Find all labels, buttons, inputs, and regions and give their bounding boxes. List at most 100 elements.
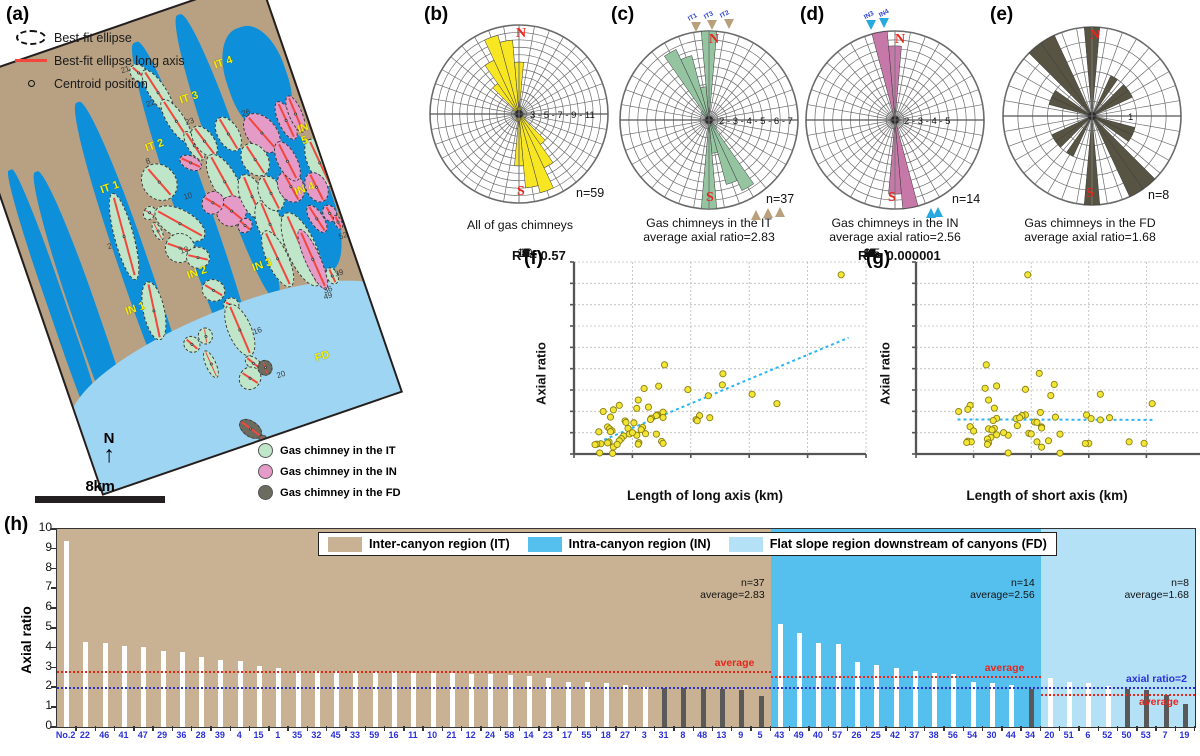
bar (642, 687, 648, 727)
dashed-ellipse-icon (16, 30, 46, 45)
y-tick-label: 3 (523, 248, 530, 260)
y-tick-label: 4 (869, 248, 876, 260)
x-tick-mark-h (480, 726, 482, 731)
legend-label: Best-fit ellipse long axis (54, 53, 185, 68)
x-tick-mark-h (1058, 726, 1061, 731)
y-tick-label: 10 (863, 248, 876, 260)
x-tick-label-h: 18 (600, 730, 611, 740)
x-tick-label-h: 29 (157, 730, 168, 740)
bar (469, 673, 475, 727)
direction-arrow-icon (724, 19, 734, 29)
r-squared-annotation: R² = 0.57 (512, 248, 566, 263)
bar (854, 662, 860, 727)
bar (546, 677, 552, 727)
bar (372, 671, 378, 727)
rose-caption-d-line2: average axial ratio=2.56 (829, 230, 961, 244)
color-swatch-it (328, 536, 362, 552)
x-tick-mark-h (731, 726, 733, 731)
y-tick-label: 6 (869, 248, 876, 260)
legend-item-it: Inter-canyon region (IT) (328, 536, 510, 552)
y-tick-label-h: 6 (45, 599, 52, 614)
x-tick-mark-h (171, 726, 174, 731)
y-tick-mark-h (51, 627, 56, 629)
legend-item-fd: Flat slope region downstream of canyons … (728, 536, 1047, 552)
chimney-number: 39 (333, 267, 345, 279)
x-tick-label-h: 50 (1121, 730, 1132, 740)
x-tick-mark-h (576, 726, 579, 731)
bar (449, 673, 455, 727)
panel-a-map: (a) (0, 0, 420, 515)
bar (179, 652, 185, 727)
x-tick-label-h: 38 (928, 730, 939, 740)
x-tick-label-h: 3 (641, 730, 647, 740)
x-tick-mark-h (422, 726, 424, 731)
y-tick-label: 9 (869, 248, 876, 260)
rose-radial-ticks-c: 2 - 3 - 4 - 5 - 6 - 7 (719, 116, 793, 127)
rose-caption-d-line1: Gas chimneys in the IN (831, 216, 959, 230)
x-tick-mark-h (326, 726, 328, 731)
y-tick-label-h: 1 (45, 698, 52, 713)
scale-bar: 8km (35, 478, 165, 503)
bar (989, 683, 995, 727)
bar (1105, 686, 1111, 727)
x-tick-label-h: 21 (446, 730, 457, 740)
north-label-b: N (516, 26, 527, 41)
rose-diagram-c (619, 30, 799, 210)
bar (1067, 682, 1073, 727)
x-tick-mark-h (634, 726, 637, 731)
legend-label: Intra-canyon region (IN) (568, 537, 711, 551)
x-tick-label-h: 54 (967, 730, 978, 740)
rose-diagram-d (805, 30, 985, 210)
bar (1144, 689, 1150, 727)
rose-n-c: n=37 (766, 192, 795, 206)
x-tick-label-h: 37 (909, 730, 920, 740)
x-tick-mark-h (981, 726, 984, 731)
y-tick-label: 8 (523, 248, 530, 260)
bar (662, 688, 668, 727)
zone-stats-2: n=8 average=1.68 (1041, 577, 1189, 601)
y-tick-label: 7 (869, 248, 876, 260)
legend-label: Gas chimney in the FD (280, 486, 401, 499)
panel-label-b: (b) (424, 4, 449, 25)
direction-arrow-icon (775, 207, 785, 217)
bar (1009, 684, 1015, 727)
scale-label: 8km (85, 478, 115, 495)
x-tick-label: 0 (522, 248, 530, 260)
x-tick-label-h: 5 (757, 730, 763, 740)
south-label-b: S (517, 184, 525, 199)
average-line-2 (1040, 693, 1195, 696)
axial-ratio-2-line (57, 687, 1195, 690)
x-tick-mark-h (904, 726, 907, 731)
bar (102, 643, 108, 727)
legend-row-best-fit-ellipse: Best-fit ellipse (8, 26, 218, 49)
bar (411, 672, 417, 727)
legend-row-chimney-it: Gas chimney in the IT (258, 440, 423, 461)
arrow-up-icon: ↑ (103, 441, 115, 467)
direction-arrow-icon (751, 210, 761, 220)
x-tick-label-h: 56 (947, 730, 958, 740)
y-tick-mark-h (51, 706, 56, 708)
legend-row-chimney-in: Gas chimney in the IN (258, 461, 423, 482)
y-tick-label: 5 (869, 248, 876, 260)
x-tick-mark-h (364, 726, 366, 731)
y-tick-label: 6 (523, 248, 530, 260)
north-label-d: N (895, 32, 906, 47)
x-tick-mark-h (866, 726, 868, 731)
map-legend: Best-fit ellipse Best-fit ellipse long a… (8, 26, 218, 95)
x-tick-mark-h (596, 726, 598, 731)
x-tick-label-h: 6 (1085, 730, 1091, 740)
bar (777, 624, 783, 727)
x-tick-label-h: 28 (195, 730, 206, 740)
x-tick-label-h: 59 (369, 730, 380, 740)
bar (199, 656, 205, 727)
y-tick-label: 4 (523, 248, 530, 260)
bar (932, 672, 938, 727)
green-circle-icon (258, 443, 273, 458)
bar (488, 674, 494, 727)
x-tick-label: 1 (868, 248, 876, 260)
direction-arrow-icon (879, 18, 889, 28)
y-tick-mark-h (51, 567, 56, 570)
chimney-number: 8 (144, 156, 152, 167)
x-tick-mark-h (383, 726, 386, 731)
y-tick-label-h: 2 (45, 678, 52, 693)
